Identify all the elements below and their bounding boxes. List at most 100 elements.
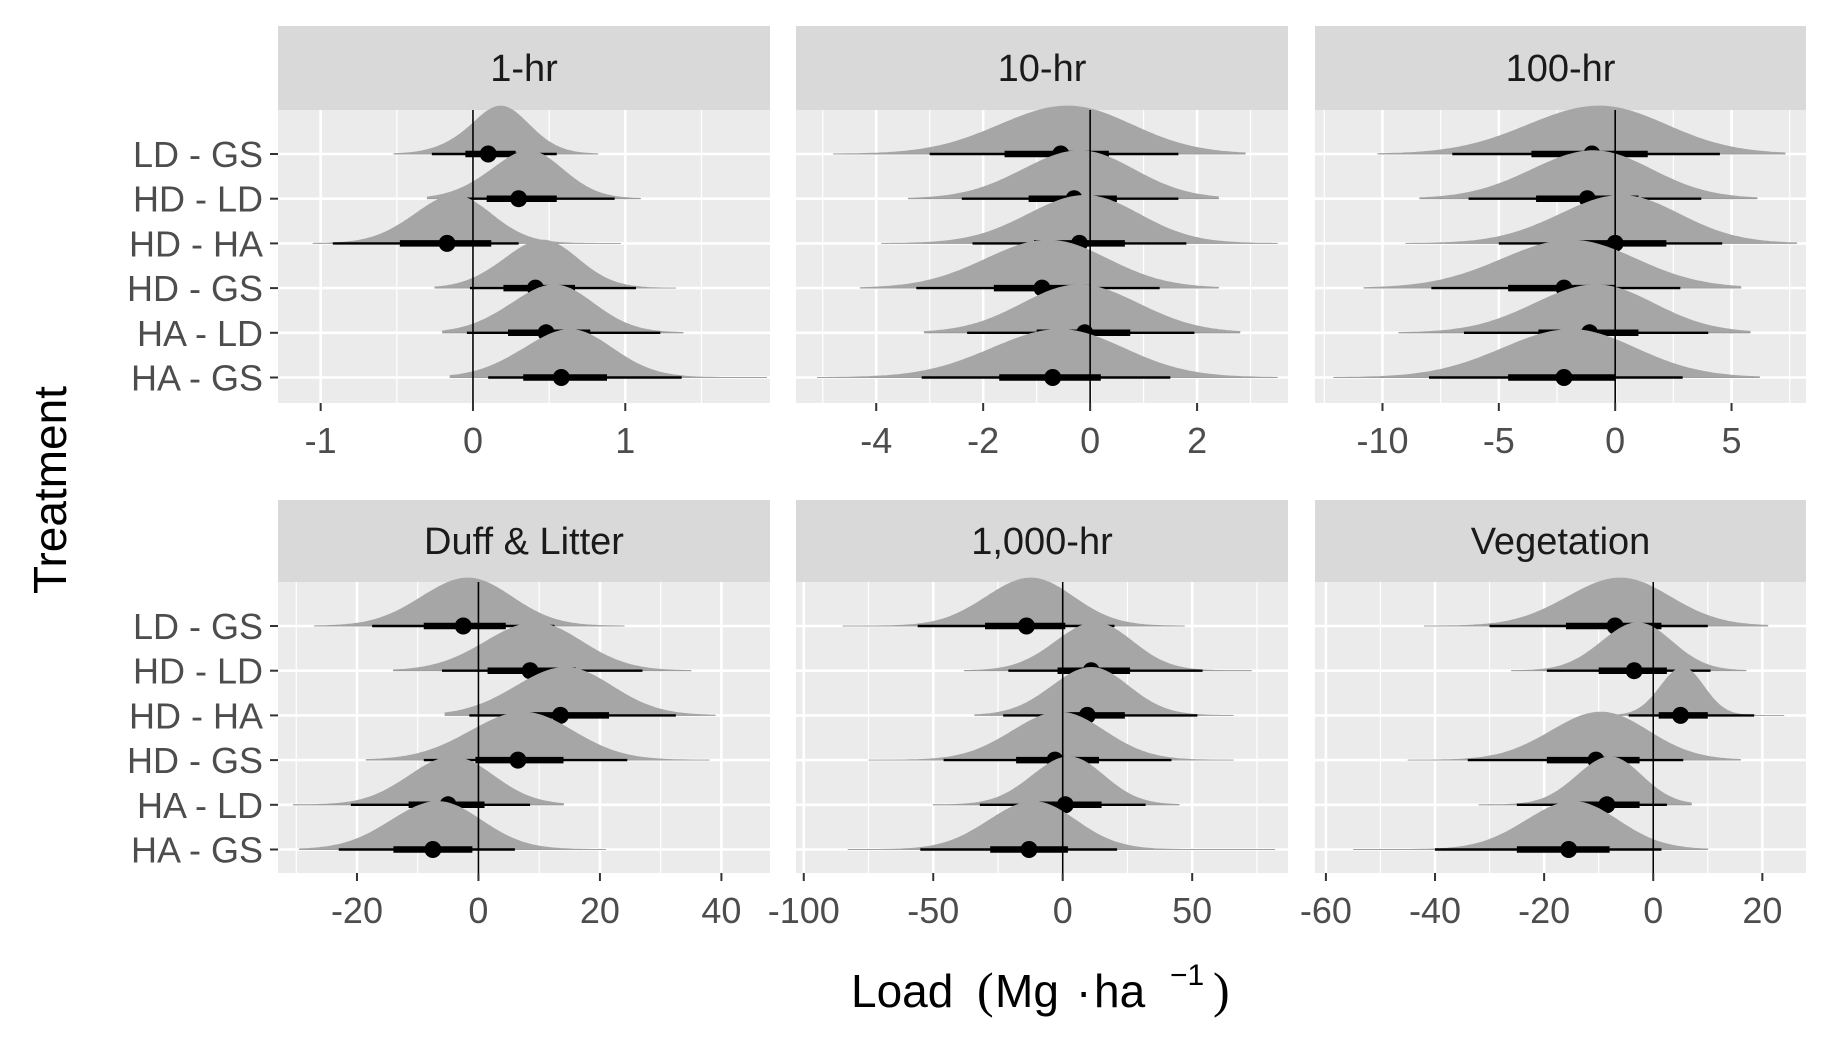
y-tick-label: HD - HA xyxy=(129,223,263,264)
strip-100-hr xyxy=(1315,26,1806,110)
density-10-hr-hd-ha xyxy=(881,195,1278,244)
x-tick-label: 0 xyxy=(1643,890,1663,931)
median-point-duff-litter-hd-gs xyxy=(509,751,527,769)
median-point-vegetation-hd-ld xyxy=(1625,662,1643,680)
x-axis-unit-main: Mg xyxy=(995,965,1059,1017)
x-tick-label: 1 xyxy=(615,420,635,461)
strip-duff-litter xyxy=(278,500,770,582)
median-point-vegetation-hd-ha xyxy=(1672,706,1690,724)
density-duff-litter-hd-ha xyxy=(444,667,716,716)
strip-title-1-000-hr: 1,000-hr xyxy=(971,521,1113,563)
density-1-hr-hd-gs xyxy=(434,239,676,289)
median-point-vegetation-ha-ld xyxy=(1598,796,1616,814)
strip-title-vegetation: Vegetation xyxy=(1471,521,1651,563)
x-tick-label: -60 xyxy=(1300,890,1352,931)
y-tick-label: HD - GS xyxy=(127,740,263,781)
series-vegetation-ha-gs xyxy=(1353,801,1709,858)
series-100-hr-hd-ld xyxy=(1419,150,1758,208)
density-100-hr-hd-ld xyxy=(1419,150,1758,200)
series-1-hr-ld-gs xyxy=(393,105,599,163)
strip-10-hr xyxy=(796,26,1288,110)
x-tick-label: 0 xyxy=(1605,420,1625,461)
x-tick-label: 40 xyxy=(701,890,741,931)
x-axis-unit-dot: · xyxy=(1076,965,1091,1017)
density-1-hr-hd-ld xyxy=(426,150,641,200)
density-vegetation-ha-ld xyxy=(1478,756,1692,806)
strip-1-000-hr xyxy=(796,500,1288,582)
density-vegetation-hd-gs xyxy=(1407,711,1741,761)
density-vegetation-ld-gs xyxy=(1424,577,1769,627)
median-point-1-000-hr-ld-gs xyxy=(1017,617,1035,635)
panel-100-hr: 100-hr -10 -5 0 5 xyxy=(1315,26,1806,461)
density-1-000-hr-hd-ha xyxy=(974,666,1234,716)
x-tick-label: -100 xyxy=(768,890,840,931)
series-1-hr-hd-ha xyxy=(312,194,621,252)
x-tick-label: 20 xyxy=(1742,890,1782,931)
density-1-hr-ha-ld xyxy=(442,284,684,334)
density-10-hr-hd-ld xyxy=(907,150,1219,200)
x-axis-unit-sub: ha xyxy=(1094,965,1146,1017)
y-axis-title: Treatment xyxy=(24,386,76,594)
series-10-hr-ha-gs xyxy=(817,329,1278,386)
density-100-hr-hd-gs xyxy=(1363,239,1742,289)
median-point-vegetation-ha-gs xyxy=(1560,841,1578,858)
median-point-1-000-hr-ha-gs xyxy=(1020,841,1038,858)
median-point-1-hr-hd-ld xyxy=(510,190,528,208)
panel-vegetation: Vegetation -60 -40 -20 0 20 xyxy=(1300,500,1806,931)
y-tick-label: HA - LD xyxy=(137,785,263,826)
x-tick-label: -50 xyxy=(907,890,959,931)
x-tick-label: 0 xyxy=(1080,420,1100,461)
y-tick-label: HD - GS xyxy=(127,268,263,309)
strip-vegetation xyxy=(1315,500,1806,582)
density-100-hr-ha-ld xyxy=(1398,284,1751,334)
density-duff-litter-ha-ld xyxy=(292,756,564,806)
x-tick-label: 0 xyxy=(463,420,483,461)
median-point-duff-litter-ld-gs xyxy=(454,617,472,635)
x-tick-label: 20 xyxy=(580,890,620,931)
series-100-hr-ha-gs xyxy=(1333,329,1760,386)
y-tick-label: HA - GS xyxy=(131,830,263,871)
x-tick-label: 0 xyxy=(468,890,488,931)
density-1-000-hr-hd-gs xyxy=(868,711,1234,761)
x-tick-label: 2 xyxy=(1187,420,1207,461)
density-10-hr-hd-gs xyxy=(859,239,1219,289)
density-duff-litter-hd-gs xyxy=(365,711,710,761)
x-tick-label: -10 xyxy=(1356,420,1408,461)
x-tick-label: -1 xyxy=(305,420,337,461)
series-vegetation-ha-ld xyxy=(1478,756,1692,814)
x-tick-label: -40 xyxy=(1409,890,1461,931)
median-point-1-hr-ld-gs xyxy=(479,145,497,163)
density-1-hr-ld-gs xyxy=(393,105,599,155)
x-tick-label: 0 xyxy=(1053,890,1073,931)
density-duff-litter-ld-gs xyxy=(314,577,625,627)
density-duff-litter-ha-gs xyxy=(298,801,606,850)
x-tick-label: 5 xyxy=(1722,420,1742,461)
y-tick-label: HD - LD xyxy=(133,651,263,692)
median-point-10-hr-ha-gs xyxy=(1044,369,1062,386)
panel-10-hr: 10-hr -4 -2 0 2 xyxy=(796,26,1288,461)
median-point-1-hr-ha-gs xyxy=(552,369,570,386)
median-point-duff-litter-hd-ha xyxy=(551,706,569,724)
median-point-duff-litter-hd-ld xyxy=(521,662,539,680)
strip-title-10-hr: 10-hr xyxy=(998,48,1087,90)
x-tick-label: -4 xyxy=(860,420,892,461)
y-tick-label: HD - HA xyxy=(129,695,263,736)
strip-1-hr xyxy=(278,26,770,110)
median-point-1-hr-hd-ha xyxy=(438,234,456,252)
density-1-000-hr-hd-ld xyxy=(963,622,1252,672)
series-10-hr-hd-gs xyxy=(859,239,1219,297)
y-tick-label: HA - GS xyxy=(131,358,263,399)
panel-1-000-hr: 1,000-hr -100 -50 0 50 xyxy=(768,500,1288,931)
x-tick-label: -20 xyxy=(1518,890,1570,931)
density-vegetation-hd-ld xyxy=(1511,622,1747,672)
strip-title-100-hr: 100-hr xyxy=(1506,48,1616,90)
strip-title-1-hr: 1-hr xyxy=(490,48,558,90)
series-duff-litter-hd-gs xyxy=(365,711,710,769)
median-point-100-hr-ha-gs xyxy=(1555,369,1573,386)
x-axis-title-text: Load xyxy=(851,965,953,1017)
strip-title-duff-litter: Duff & Litter xyxy=(424,521,624,563)
x-tick-label: -5 xyxy=(1483,420,1515,461)
series-vegetation-hd-gs xyxy=(1407,711,1741,769)
